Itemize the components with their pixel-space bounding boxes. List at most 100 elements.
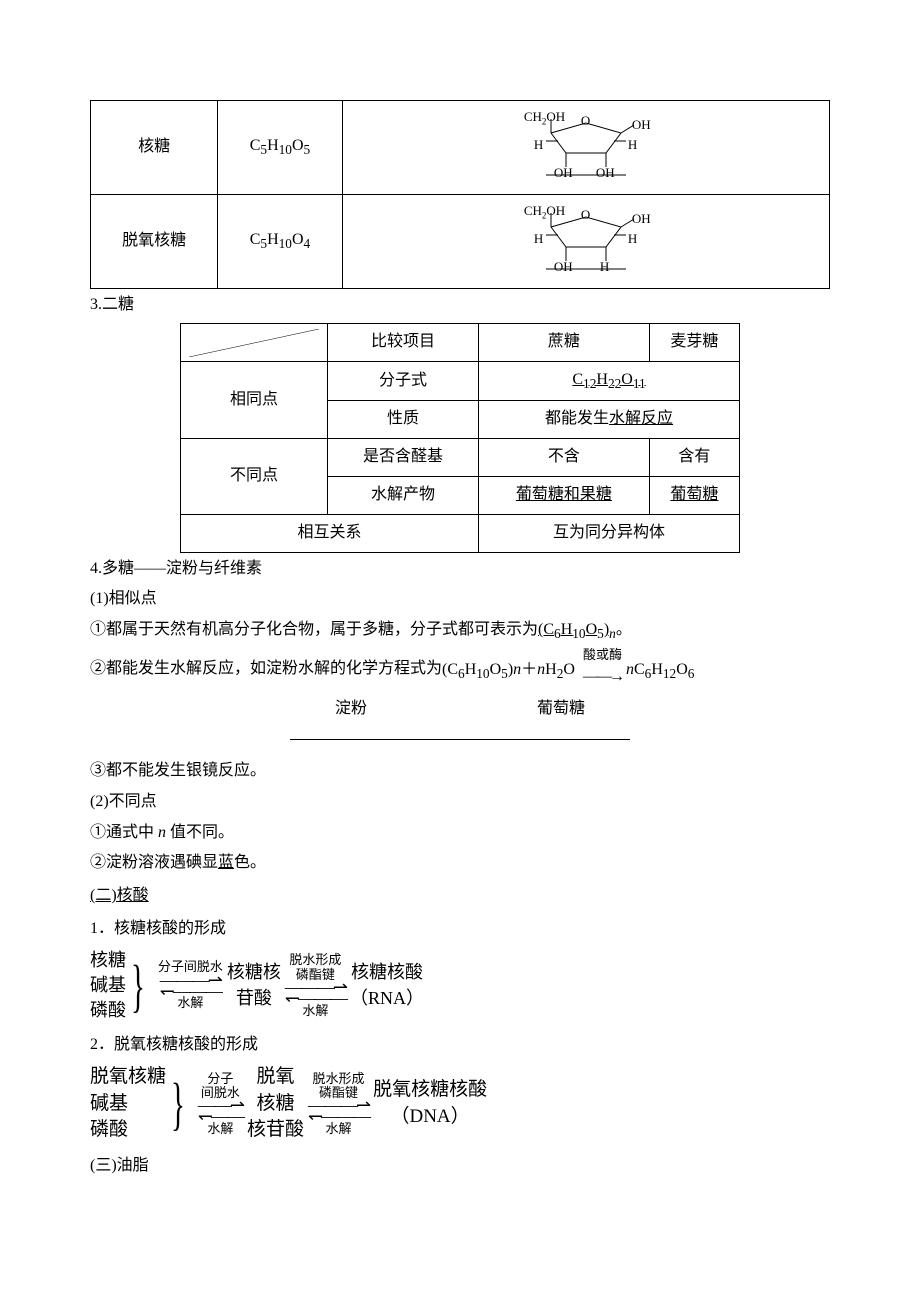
disaccharide-table: 比较项目 蔗糖 麦芽糖 相同点 分子式 C12H22O11 性质 都能发生水解反… [180, 323, 740, 552]
cell: 性质 [328, 401, 479, 439]
bracket-icon: } [131, 957, 145, 1015]
section-na-title: (二)核酸 [90, 882, 149, 911]
para: ①通式中 n 值不同。 [90, 819, 830, 848]
diag-cell [181, 324, 328, 362]
label: 核糖 [256, 1091, 294, 1118]
label: 脱氧 [256, 1064, 294, 1091]
label-h: H [628, 227, 637, 250]
para: ③都不能发生银镜反应。 [90, 757, 830, 786]
arrow-top: 脱水形成 [313, 1072, 365, 1086]
product: 脱氧核糖核酸 （DNA） [373, 1077, 487, 1130]
label-oh: OH [596, 161, 615, 184]
reaction-arrow: 酸或酶 ——→ [583, 648, 622, 691]
text: ①都属于天然有机高分子化合物，属于多糖，分子式都可表示为 [90, 621, 538, 638]
formula: nC6H12O6 [626, 661, 694, 678]
label: 淀粉 [335, 695, 367, 724]
label: 碱基 [90, 973, 126, 998]
label: 核糖核酸 [351, 960, 423, 985]
rna-formation-diagram: 核糖 碱基 磷酸 } 分子间脱水 ———⇀↽——— 水解 核糖核 苷酸 脱水形成… [90, 948, 830, 1024]
col-header: 蔗糖 [479, 324, 650, 362]
table-row: 不同点 是否含醛基 不含 含有 [181, 439, 740, 477]
cell: 葡萄糖 [649, 476, 739, 514]
label-h: H [534, 133, 543, 156]
intermediate: 核糖核 苷酸 [227, 960, 281, 1010]
table-row: 相同点 分子式 C12H22O11 [181, 362, 740, 401]
label-ch2oh: CH2OH [524, 105, 565, 130]
deoxyribose-structure: CH2OH O OH H H OH H [496, 199, 676, 273]
arrow-bot: 水解 [207, 1122, 233, 1136]
double-arrow-icon: ——⇀↽—— [198, 1100, 243, 1122]
row-label: 相同点 [181, 362, 328, 439]
label: 核糖核 [227, 960, 281, 985]
underline [290, 738, 630, 740]
section-3-title: 3.二糖 [90, 291, 830, 320]
reaction-arrow: 脱水形成 磷酯键 ———⇀↽——— 水解 [308, 1072, 369, 1136]
label-ch2oh: CH2OH [524, 199, 565, 224]
inputs: 脱氧核糖 碱基 磷酸 [90, 1064, 166, 1144]
col-header: 比较项目 [328, 324, 479, 362]
label-h: H [628, 133, 637, 156]
reaction-arrow: 分子 间脱水 ——⇀↽—— 水解 [198, 1072, 243, 1136]
reaction-arrow: 脱水形成 磷酯键 ———⇀↽——— 水解 [285, 953, 346, 1017]
text: 。 [616, 621, 632, 638]
arrow-bot: 水解 [326, 1122, 352, 1136]
para-equation: ②都能发生水解反应，如淀粉水解的化学方程式为(C6H10O5)n＋nH2O 酸或… [90, 648, 830, 691]
cell: 不含 [479, 439, 650, 477]
cell-name: 脱氧核糖 [91, 194, 218, 288]
dna-formation-diagram: 脱氧核糖 碱基 磷酸 } 分子 间脱水 ——⇀↽—— 水解 脱氧 核糖 核苷酸 … [90, 1064, 830, 1144]
label: 核糖 [90, 948, 126, 973]
formula: (C6H10O5)n＋nH2O [442, 661, 575, 678]
cell: 水解产物 [328, 476, 479, 514]
double-arrow-icon: ———⇀↽——— [160, 975, 221, 997]
arrow: ——→ [583, 663, 622, 692]
label: 葡萄糖 [537, 695, 585, 724]
label: 脱氧核糖 [90, 1064, 166, 1091]
cell: 是否含醛基 [328, 439, 479, 477]
product: 核糖核酸 （RNA） [350, 960, 424, 1010]
intermediate: 脱氧 核糖 核苷酸 [247, 1064, 304, 1144]
cell: C12H22O11 [479, 362, 740, 401]
text: 色。 [234, 854, 266, 871]
cell: 都能发生水解反应 [479, 401, 740, 439]
cell: 含有 [649, 439, 739, 477]
label: 磷酸 [90, 998, 126, 1023]
arrow-condition: 酸或酶 [583, 648, 622, 662]
table-row: 脱氧核糖 C5H10O4 CH2OH O OH H H OH [91, 194, 830, 288]
heading: 2．脱氧核糖核酸的形成 [90, 1031, 830, 1060]
label: 脱氧核糖核酸 [373, 1077, 487, 1104]
arrow-top: 脱水形成 [289, 953, 341, 967]
cell-formula: C5H10O5 [218, 101, 342, 195]
ribose-structure: CH2OH O OH H H OH OH [496, 105, 676, 179]
label: （RNA） [350, 986, 424, 1011]
para: ②淀粉溶液遇碘显蓝色。 [90, 849, 830, 878]
label-h: H [534, 227, 543, 250]
label: 碱基 [90, 1091, 128, 1118]
para: ①都属于天然有机高分子化合物，属于多糖，分子式都可表示为(C6H10O5)n。 [90, 616, 830, 646]
para: (2)不同点 [90, 788, 830, 817]
cell: 分子式 [328, 362, 479, 401]
section-oil-title: (三)油脂 [90, 1152, 830, 1181]
arrow-bot: 水解 [302, 1004, 328, 1018]
label-h: H [600, 255, 609, 278]
arrow-top: 分子 [207, 1072, 233, 1086]
arrow-bot: 水解 [177, 996, 203, 1010]
reaction-arrow: 分子间脱水 ———⇀↽——— 水解 [158, 960, 223, 1010]
cell: 葡萄糖和果糖 [479, 476, 650, 514]
label-o: O [581, 203, 590, 226]
label-oh: OH [554, 255, 573, 278]
double-arrow-icon: ———⇀↽——— [308, 1100, 369, 1122]
monosaccharide-table: 核糖 C5H10O5 CH2OH O OH H H OH [90, 100, 830, 289]
table-row: 相互关系 互为同分异构体 [181, 514, 740, 552]
table-row: 核糖 C5H10O5 CH2OH O OH H H OH [91, 101, 830, 195]
equation-labels: 淀粉 葡萄糖 [90, 695, 830, 753]
para: (1)相似点 [90, 585, 830, 614]
row-label: 不同点 [181, 439, 328, 515]
section-4-title: 4.多糖——淀粉与纤维素 [90, 555, 830, 584]
label-oh: OH [554, 161, 573, 184]
label: （DNA） [390, 1104, 469, 1131]
label: 核苷酸 [247, 1117, 304, 1144]
table-row: 比较项目 蔗糖 麦芽糖 [181, 324, 740, 362]
cell-formula: C5H10O4 [218, 194, 342, 288]
cell-structure: CH2OH O OH H H OH H [342, 194, 829, 288]
formula: (C6H10O5)n [538, 621, 616, 638]
